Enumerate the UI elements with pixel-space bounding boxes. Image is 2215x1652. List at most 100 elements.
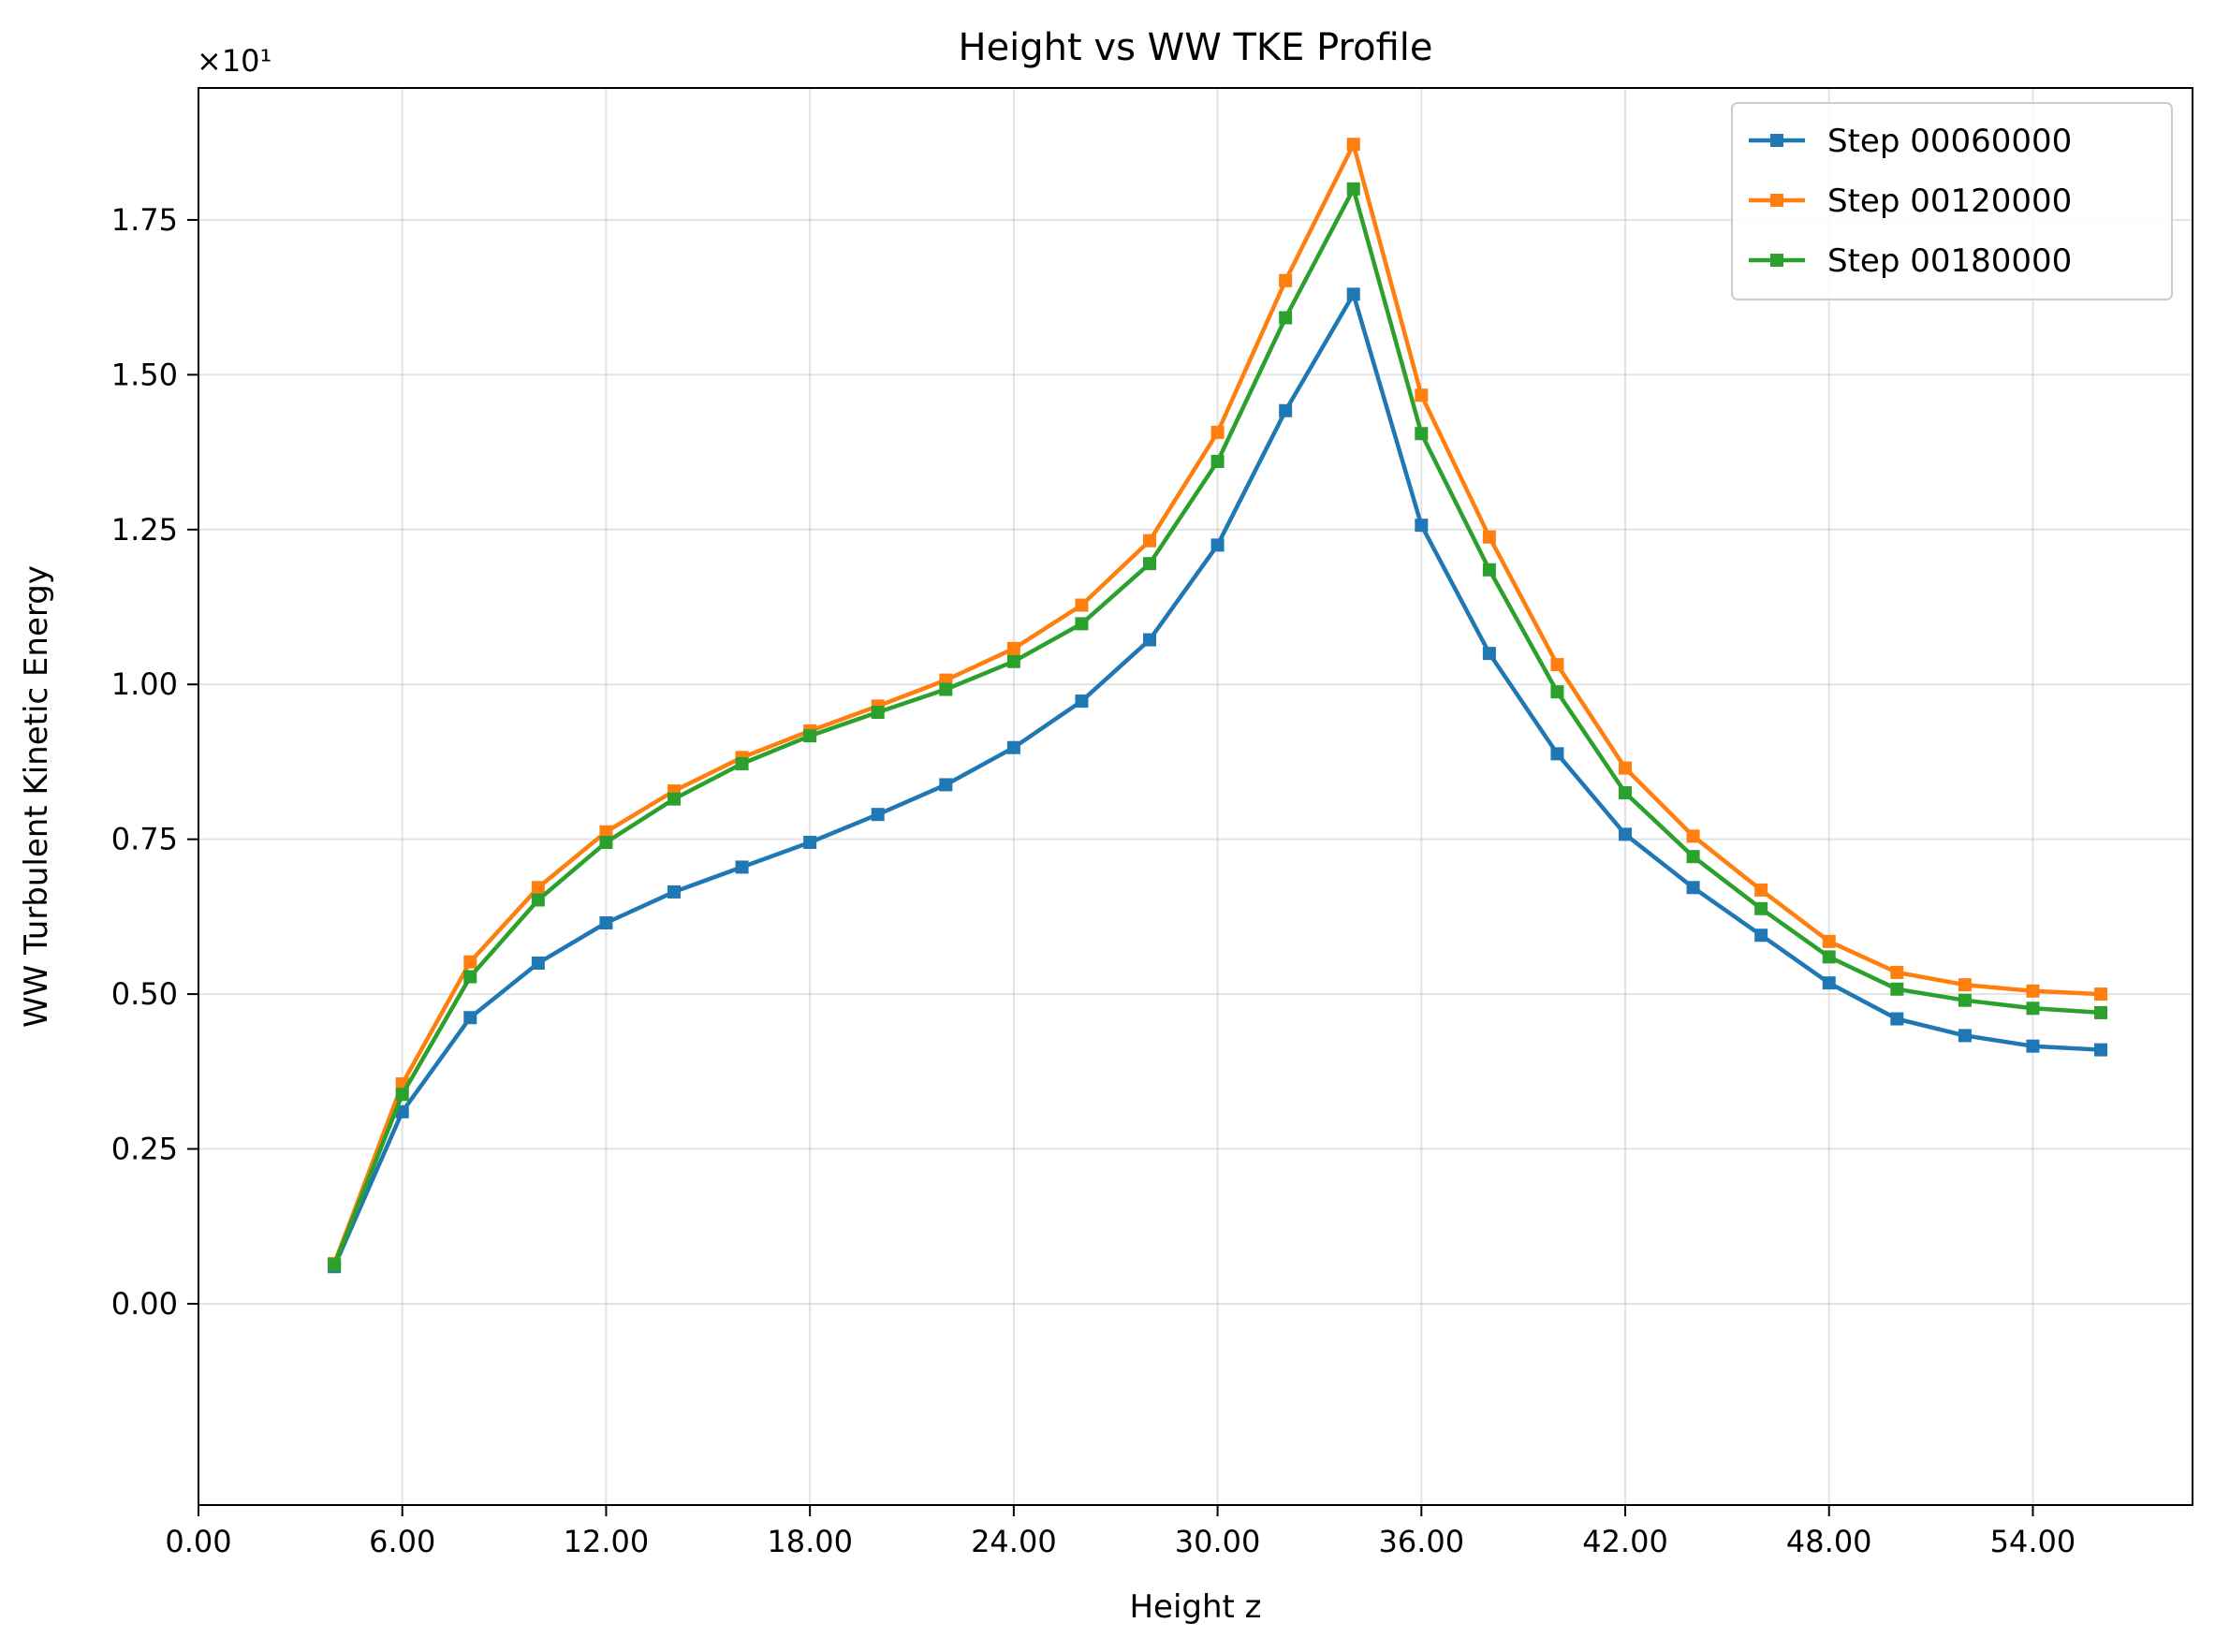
chart-title: Height vs WW TKE Profile	[958, 26, 1432, 69]
data-point-marker	[1279, 273, 1293, 287]
data-point-marker	[1346, 287, 1360, 301]
data-point-marker	[463, 955, 477, 969]
data-point-marker	[1686, 829, 1700, 843]
data-point-marker	[1075, 694, 1089, 709]
legend-swatch-marker	[1770, 254, 1783, 267]
data-point-marker	[1210, 455, 1225, 469]
data-point-marker	[1619, 761, 1633, 775]
data-point-marker	[1143, 557, 1157, 571]
data-point-marker	[1143, 534, 1157, 548]
data-point-marker	[1754, 901, 1768, 915]
y-tick-label: 1.75	[111, 202, 178, 238]
data-point-marker	[328, 1258, 342, 1272]
x-tick-label: 0.00	[165, 1524, 231, 1559]
data-point-marker	[463, 1011, 477, 1025]
data-point-marker	[1279, 311, 1293, 325]
y-tick-label: 1.25	[111, 512, 178, 548]
data-point-marker	[2026, 1039, 2040, 1053]
data-point-marker	[1006, 654, 1020, 668]
data-point-marker	[1822, 934, 1836, 948]
x-tick-label: 18.00	[767, 1524, 853, 1559]
data-point-marker	[1550, 747, 1564, 761]
data-point-marker	[1686, 850, 1700, 864]
data-point-marker	[531, 957, 545, 971]
data-point-marker	[2094, 987, 2108, 1001]
data-point-marker	[1550, 658, 1564, 672]
data-point-marker	[1075, 617, 1089, 631]
data-point-marker	[1075, 598, 1089, 612]
legend-label: Step 00060000	[1827, 123, 2072, 160]
legend-box	[1731, 102, 2173, 300]
data-point-marker	[1958, 1029, 1972, 1043]
y-tick-label: 0.50	[111, 976, 178, 1012]
data-point-marker	[395, 1104, 409, 1118]
series-3	[328, 182, 2108, 1272]
data-point-marker	[2026, 1001, 2040, 1016]
y-tick-label: 1.00	[111, 666, 178, 702]
data-point-marker	[1482, 530, 1496, 544]
series-lines	[328, 138, 2108, 1274]
data-point-marker	[1006, 740, 1020, 754]
data-point-marker	[1482, 563, 1496, 577]
data-point-marker	[1890, 965, 1904, 979]
x-tick-label: 36.00	[1378, 1524, 1464, 1559]
data-point-marker	[1415, 519, 1429, 533]
legend-label: Step 00180000	[1827, 242, 2072, 280]
data-point-marker	[531, 881, 545, 895]
data-point-marker	[1890, 1012, 1904, 1026]
x-tick-label: 30.00	[1175, 1524, 1261, 1559]
data-point-marker	[1890, 982, 1904, 996]
x-tick-label: 54.00	[1990, 1524, 2076, 1559]
data-point-marker	[1482, 647, 1496, 661]
legend-swatch-marker	[1770, 134, 1783, 147]
x-tick-label: 48.00	[1786, 1524, 1872, 1559]
data-point-marker	[531, 893, 545, 907]
data-point-marker	[1006, 641, 1020, 655]
data-point-marker	[463, 970, 477, 984]
data-point-marker	[939, 778, 953, 792]
y-tick-label: 0.25	[111, 1132, 178, 1167]
data-point-marker	[1958, 993, 1972, 1007]
y-axis-ticks: 0.00 0.25 0.50 0.75 1.00 1.25 1.50 1.75	[111, 202, 198, 1322]
data-point-marker	[1210, 425, 1225, 439]
x-tick-label: 6.00	[369, 1524, 435, 1559]
x-axis-title: Height z	[1129, 1588, 1261, 1626]
data-point-marker	[871, 808, 885, 822]
data-point-marker	[1550, 685, 1564, 699]
data-point-marker	[1822, 976, 1836, 990]
y-axis-title: WW Turbulent Kinetic Energy	[18, 565, 55, 1028]
legend-label: Step 00120000	[1827, 183, 2072, 220]
x-tick-label: 12.00	[564, 1524, 650, 1559]
legend-swatch-marker	[1770, 194, 1783, 207]
data-point-marker	[1279, 403, 1293, 417]
legend-item: Step 00120000	[1749, 183, 2072, 220]
data-point-marker	[1210, 538, 1225, 552]
data-point-marker	[803, 729, 817, 743]
data-point-marker	[2094, 1005, 2108, 1019]
data-point-marker	[1143, 633, 1157, 647]
x-axis-ticks: 0.00 6.00 12.00 18.00 24.00 30.00 36.00 42.00 48…	[165, 1505, 2076, 1559]
data-point-marker	[803, 835, 817, 849]
data-point-marker	[395, 1088, 409, 1102]
data-point-marker	[871, 706, 885, 720]
legend-item: Step 00180000	[1749, 242, 2072, 280]
data-point-marker	[1346, 182, 1360, 196]
y-tick-label: 0.75	[111, 822, 178, 857]
plot-area-frame	[198, 87, 2193, 1506]
data-point-marker	[1619, 827, 1633, 841]
grid-lines	[198, 88, 2193, 1505]
data-point-marker	[667, 792, 682, 806]
data-point-marker	[2094, 1043, 2108, 1057]
data-point-marker	[735, 756, 749, 770]
data-point-marker	[1415, 388, 1429, 402]
y-tick-label: 0.00	[111, 1286, 178, 1322]
data-point-marker	[939, 682, 953, 696]
data-point-marker	[735, 860, 749, 874]
y-axis-multiplier: ×10¹	[197, 43, 271, 79]
data-point-marker	[2026, 984, 2040, 998]
data-point-marker	[1619, 786, 1633, 800]
data-point-marker	[599, 825, 613, 839]
data-point-marker	[1415, 427, 1429, 441]
